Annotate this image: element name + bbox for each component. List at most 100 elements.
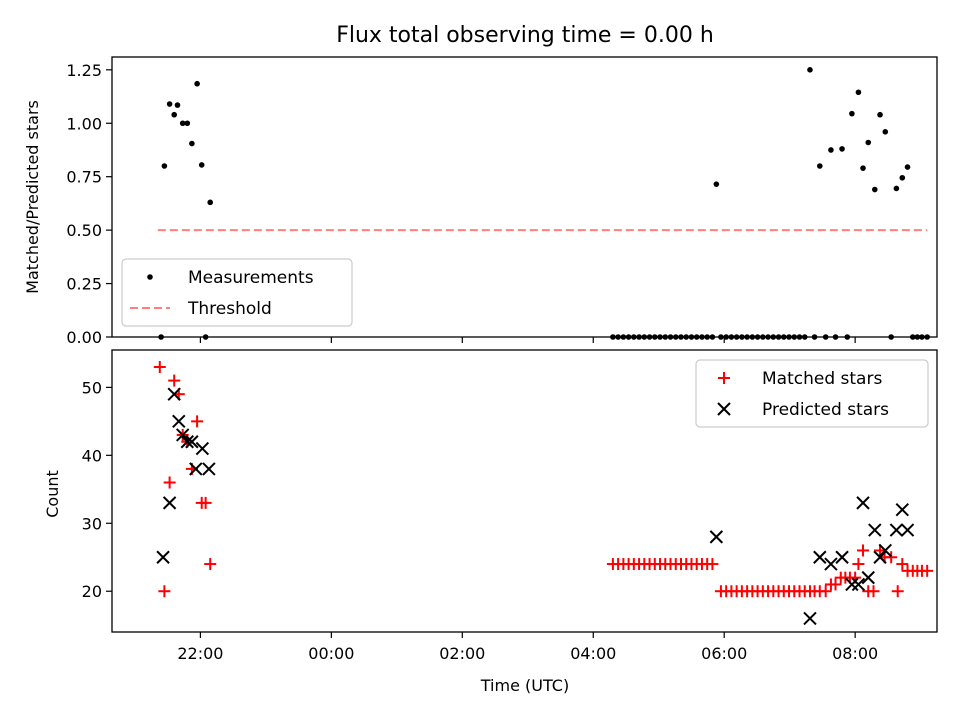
- predicted-star-marker: [868, 523, 882, 537]
- measurement-point: [899, 174, 906, 181]
- predicted-star-marker: [861, 570, 875, 585]
- matched-star-marker: [829, 578, 842, 591]
- marker-stroke: [895, 502, 910, 517]
- measurement-point: [166, 101, 173, 107]
- matched-star-marker: [163, 476, 176, 489]
- marker-stroke: [856, 496, 870, 510]
- predicted-star-marker: [824, 557, 838, 571]
- predicted-star-marker: [856, 496, 870, 510]
- predicted-star-marker: [813, 550, 827, 564]
- predicted-star-marker: [878, 543, 892, 558]
- matched-star-marker: [896, 558, 909, 571]
- marker-stroke: [189, 462, 203, 476]
- measurement-point: [871, 186, 878, 193]
- marker-stroke: [835, 550, 849, 564]
- matched-star-marker: [819, 585, 832, 598]
- measurement-point: [904, 164, 911, 170]
- predicted-star-marker: [189, 462, 203, 476]
- marker-stroke: [195, 441, 210, 456]
- measurement-point: [816, 163, 823, 169]
- marker-stroke: [900, 523, 915, 537]
- predicted-star-marker: [156, 550, 170, 564]
- marker-stroke: [851, 577, 866, 592]
- x-tick-label: 22:00: [177, 644, 223, 663]
- x-axis-label: Time (UTC): [480, 676, 569, 695]
- y-tick-label: 0.25: [66, 275, 102, 294]
- measurement-point: [174, 102, 181, 108]
- y-tick-label: 30: [82, 514, 102, 533]
- y-tick-label: 20: [82, 582, 102, 601]
- x-tick-label: 00:00: [308, 644, 354, 663]
- x-tick-label: 08:00: [832, 644, 878, 663]
- axes-frame: [111, 349, 938, 633]
- predicted-star-marker: [176, 428, 190, 442]
- measurement-point: [189, 140, 195, 147]
- measurement-point: [860, 165, 866, 171]
- marker-stroke: [878, 543, 892, 558]
- matched-star-marker: [204, 558, 217, 571]
- top-y-axis-label: Matched/Predicted stars: [23, 100, 42, 294]
- marker-stroke: [813, 550, 827, 564]
- measurement-point: [179, 120, 186, 127]
- legend-label: Threshold: [187, 299, 272, 319]
- legend-box: [121, 258, 353, 327]
- predicted-star-marker: [851, 577, 866, 592]
- legend-box: [695, 359, 929, 428]
- x-tick-label: 06:00: [701, 644, 747, 663]
- measurement-point: [171, 111, 178, 118]
- predicted-star-marker: [162, 496, 177, 510]
- y-tick-label: 40: [82, 446, 102, 465]
- legend-measurement-marker: [147, 274, 153, 280]
- matched-star-marker: [168, 374, 181, 387]
- marker-stroke: [873, 550, 887, 564]
- y-tick-label: 0.50: [66, 221, 102, 240]
- marker-stroke: [202, 462, 216, 476]
- y-tick-label: 0.00: [66, 328, 102, 347]
- predicted-star-marker: [873, 550, 887, 564]
- legend-label: Matched stars: [762, 369, 882, 389]
- measurement-point: [828, 147, 834, 153]
- marker-stroke: [172, 414, 186, 429]
- predicted-star-marker: [709, 530, 724, 544]
- matched-star-marker: [199, 496, 212, 509]
- bottom-y-axis-label: Count: [43, 470, 62, 518]
- x-tick-label: 02:00: [439, 644, 485, 663]
- predicted-star-marker: [195, 441, 210, 456]
- predicted-star-marker: [835, 550, 849, 564]
- top-panel: 0.00 0.25 0.50 0.75 1.00 1.25 Measurements Thre…: [66, 56, 938, 347]
- measurement-point: [882, 129, 889, 135]
- matched-star-marker: [857, 544, 870, 557]
- measurement-point: [194, 80, 200, 87]
- matched-star-marker: [921, 564, 934, 577]
- marker-stroke: [180, 435, 195, 449]
- matched-star-marker: [867, 585, 880, 598]
- legend-label: Measurements: [188, 268, 314, 288]
- measurement-point: [807, 67, 813, 73]
- marker-stroke: [185, 435, 199, 449]
- measurement-point: [893, 185, 900, 192]
- measurement-point: [713, 181, 720, 187]
- measurement-point: [184, 120, 191, 127]
- predicted-star-marker: [180, 435, 195, 449]
- measurement-point: [198, 162, 205, 168]
- measurement-point: [207, 199, 214, 206]
- predicted-star-marker: [845, 577, 859, 592]
- marker-stroke: [845, 577, 859, 592]
- bottom-panel: 20 30 40 50 22:00 00:00 02:00 04:00 06:00 08:00 Ma…: [82, 349, 938, 663]
- predicted-star-marker: [167, 387, 181, 401]
- matched-star-marker: [191, 415, 204, 428]
- predicted-star-marker: [803, 611, 817, 626]
- marker-stroke: [167, 387, 181, 401]
- marker-stroke: [803, 611, 817, 626]
- measurement-point: [865, 139, 872, 146]
- y-tick-label: 1.25: [66, 61, 102, 80]
- legend-label: Predicted stars: [762, 400, 889, 420]
- matched-star-marker: [885, 551, 898, 564]
- marker-stroke: [868, 523, 882, 537]
- predicted-star-marker: [185, 435, 199, 449]
- top-chart-title: Flux total observing time = 0.00 h: [336, 23, 714, 48]
- matched-star-marker: [158, 585, 171, 598]
- measurement-point: [855, 89, 862, 96]
- marker-stroke: [824, 557, 838, 571]
- x-tick-label: 04:00: [570, 644, 616, 663]
